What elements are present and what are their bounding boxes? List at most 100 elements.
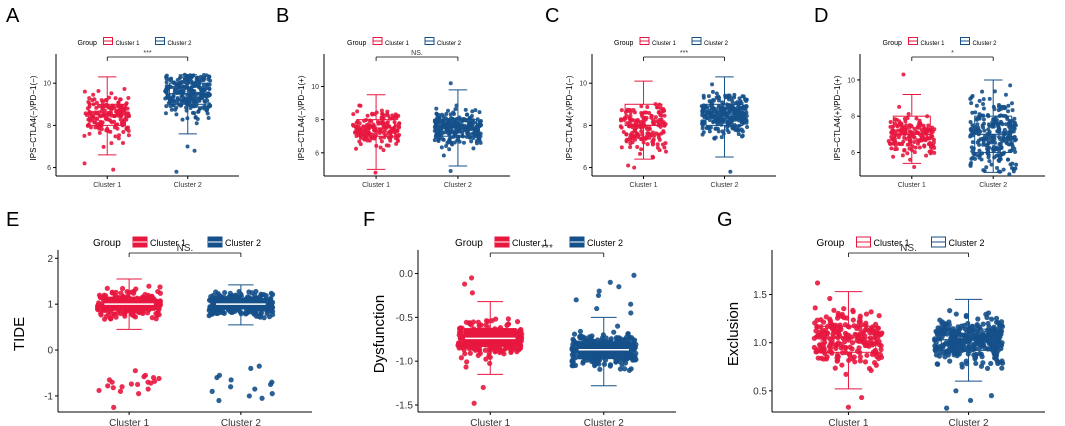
data-point (499, 341, 505, 347)
data-point (157, 302, 163, 308)
data-point (893, 147, 898, 152)
data-point (980, 342, 987, 348)
data-point (713, 126, 718, 131)
data-point (834, 355, 840, 361)
data-point (1001, 130, 1006, 135)
data-point (261, 315, 267, 321)
data-point (124, 127, 129, 132)
data-point (659, 113, 664, 118)
data-point (736, 127, 741, 132)
data-point (619, 108, 624, 113)
series-2 (206, 284, 276, 404)
data-point (100, 295, 106, 301)
data-point (597, 366, 603, 372)
data-point (99, 98, 104, 103)
data-point (730, 102, 735, 107)
data-point (444, 143, 449, 148)
data-point (85, 123, 90, 128)
panel-d: 6 8 10 Cluster 1 Cluster 2 IPS−CTLA4(+)/PD−1(… (833, 37, 1045, 189)
data-point (108, 129, 113, 134)
data-point (394, 141, 399, 146)
data-point (818, 324, 824, 330)
data-point (917, 118, 922, 123)
data-point (583, 351, 590, 358)
data-point (505, 316, 511, 322)
data-point (945, 352, 951, 358)
data-point (987, 96, 992, 101)
data-point (378, 145, 383, 150)
data-point (98, 303, 104, 309)
panel-label-e: E (6, 209, 19, 231)
data-point (970, 341, 976, 348)
data-point (862, 359, 869, 365)
data-point (489, 317, 495, 324)
data-point (601, 361, 608, 367)
data-point (126, 133, 131, 138)
data-point (177, 89, 182, 94)
data-point (926, 123, 931, 128)
data-point (97, 130, 102, 135)
data-point (935, 361, 941, 367)
data-point (471, 131, 476, 136)
data-point (740, 120, 745, 125)
data-point (813, 349, 819, 355)
data-point (174, 112, 179, 117)
data-point (977, 148, 982, 153)
data-point (82, 133, 87, 138)
data-point (467, 350, 473, 356)
data-point (206, 116, 211, 121)
data-point (118, 97, 123, 102)
data-point (163, 96, 168, 101)
data-point (569, 345, 575, 351)
data-point (354, 146, 359, 151)
data-point (1008, 120, 1013, 125)
data-point (944, 405, 950, 411)
data-point (1000, 122, 1005, 127)
data-point (649, 115, 654, 120)
data-point (477, 120, 482, 125)
data-point (396, 125, 401, 130)
data-point (832, 365, 838, 371)
data-point (448, 135, 453, 140)
data-point (628, 141, 633, 146)
data-point (1009, 101, 1014, 106)
data-point (1012, 116, 1017, 121)
data-point (478, 131, 483, 136)
data-point (111, 167, 116, 172)
data-point (611, 329, 617, 335)
data-point (730, 126, 735, 131)
data-point (993, 343, 1000, 350)
data-point (703, 103, 708, 108)
data-point (1007, 172, 1012, 177)
data-point (175, 77, 180, 82)
data-point (624, 132, 629, 137)
data-point (210, 308, 216, 314)
data-point (915, 130, 920, 135)
data-point (373, 135, 378, 140)
data-point (624, 138, 629, 143)
data-point (205, 82, 210, 87)
data-point (434, 123, 439, 128)
y-tick-label: 0 (47, 346, 53, 357)
data-point (897, 104, 902, 109)
data-point (997, 159, 1002, 164)
legend-title: Group (883, 40, 903, 47)
data-point (645, 127, 650, 132)
data-point (631, 337, 638, 343)
data-point (216, 372, 223, 378)
data-point (997, 153, 1002, 158)
data-point (975, 316, 981, 322)
data-point (834, 315, 841, 321)
data-point (94, 100, 99, 105)
data-point (912, 140, 917, 145)
data-point (878, 346, 884, 353)
data-point (886, 139, 891, 144)
data-point (925, 114, 930, 119)
data-point (180, 93, 185, 98)
data-point (591, 358, 598, 365)
data-point (105, 126, 110, 131)
panel-label-g: G (717, 209, 733, 231)
x-tick-label: Cluster 2 (221, 418, 261, 426)
data-point (269, 391, 275, 397)
data-point (256, 363, 262, 369)
